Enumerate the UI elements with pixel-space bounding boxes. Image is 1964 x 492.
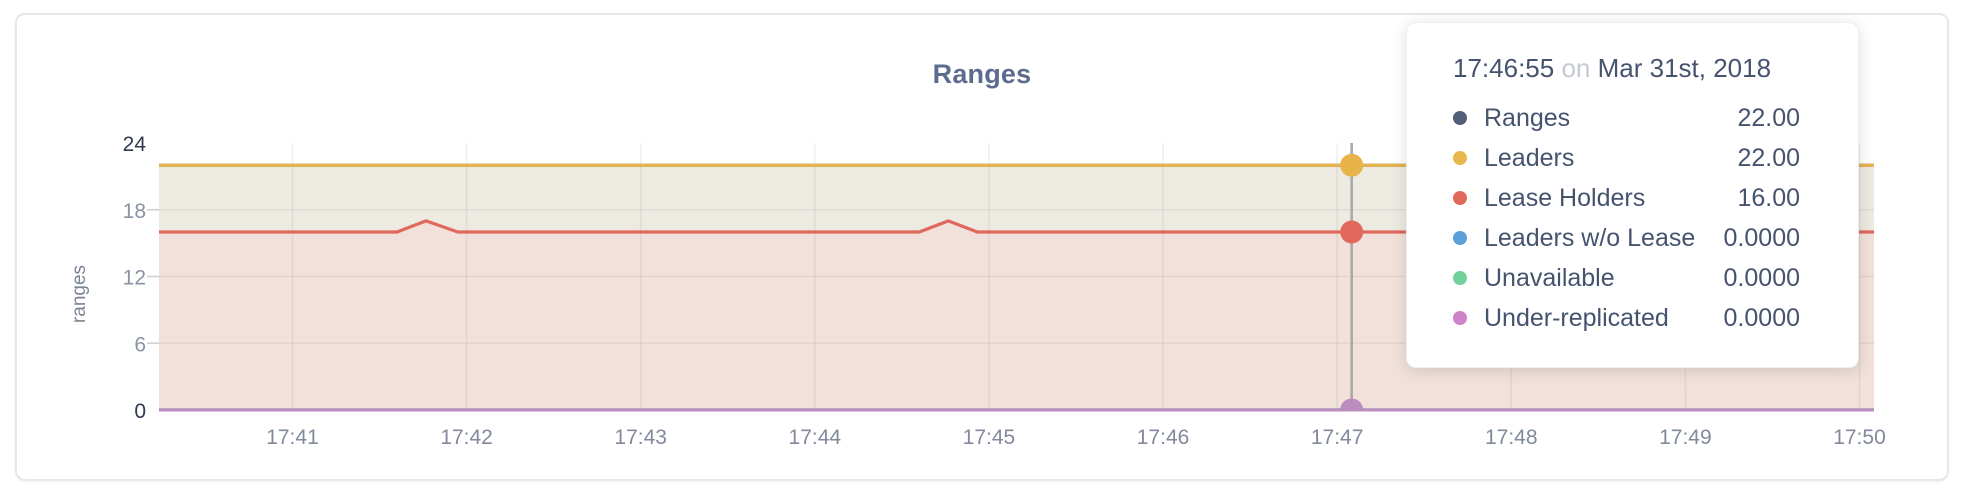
series-dot-icon (1453, 191, 1467, 205)
series-value: 16.00 (1737, 183, 1800, 212)
y-tick-label: 12 (123, 267, 146, 290)
series-dot-icon (1453, 311, 1467, 325)
tooltip-row: Unavailable 0.0000 (1453, 258, 1800, 298)
tooltip-title: 17:46:55 on Mar 31st, 2018 (1453, 53, 1800, 84)
tooltip-rows: Ranges 22.00 Leaders 22.00 Lease Holders 16.0… (1453, 98, 1800, 338)
tooltip-connector: on (1561, 53, 1591, 83)
x-tick-label: 17:45 (963, 426, 1016, 449)
series-label: Unavailable (1484, 263, 1615, 292)
tooltip-row: Lease Holders 16.00 (1453, 178, 1800, 218)
series-value: 0.0000 (1723, 263, 1800, 292)
series-line (159, 219, 1874, 234)
x-tick-label: 17:42 (440, 426, 493, 449)
series-label: Lease Holders (1484, 183, 1646, 212)
series-label: Under-replicated (1484, 303, 1669, 332)
y-tick-label: 6 (134, 333, 146, 356)
series-value: 0.0000 (1723, 303, 1800, 332)
tooltip-row: Ranges 22.00 (1453, 98, 1800, 138)
series-dot-icon (1453, 151, 1467, 165)
x-tick-label: 17:46 (1137, 426, 1190, 449)
series-value: 0.0000 (1723, 223, 1800, 252)
y-tick-label: 18 (123, 200, 146, 223)
hover-point-icon (1340, 153, 1364, 177)
x-tick-label: 17:50 (1833, 426, 1886, 449)
series-label: Leaders w/o Lease (1484, 223, 1696, 252)
series-dot-icon (1453, 271, 1467, 285)
series-dot-icon (1453, 111, 1467, 125)
series-label: Leaders (1484, 143, 1575, 172)
hover-point-icon (1340, 220, 1364, 244)
x-tick-label: 17:49 (1659, 426, 1712, 449)
x-tick-label: 17:47 (1311, 426, 1364, 449)
hover-tooltip: 17:46:55 on Mar 31st, 2018 Ranges 22.00 Le… (1406, 22, 1859, 368)
chart-title: Ranges (932, 59, 1032, 89)
series-value: 22.00 (1737, 103, 1800, 132)
series-dot-icon (1453, 231, 1467, 245)
tooltip-row: Leaders w/o Lease 0.0000 (1453, 218, 1800, 258)
tooltip-row: Under-replicated 0.0000 (1453, 298, 1800, 338)
tooltip-time: 17:46:55 (1453, 53, 1555, 83)
series-label: Ranges (1484, 103, 1571, 132)
x-tick-label: 17:41 (266, 426, 319, 449)
x-tick-label: 17:43 (614, 426, 667, 449)
series-value: 22.00 (1737, 143, 1800, 172)
x-tick-label: 17:44 (789, 426, 842, 449)
tooltip-date: Mar 31st, 2018 (1597, 53, 1772, 83)
hover-point-icon (1340, 398, 1364, 412)
tooltip-row: Leaders 22.00 (1453, 138, 1800, 178)
y-tick-label: 24 (123, 133, 147, 156)
y-tick-label: 0 (134, 400, 146, 423)
x-tick-label: 17:48 (1485, 426, 1538, 449)
